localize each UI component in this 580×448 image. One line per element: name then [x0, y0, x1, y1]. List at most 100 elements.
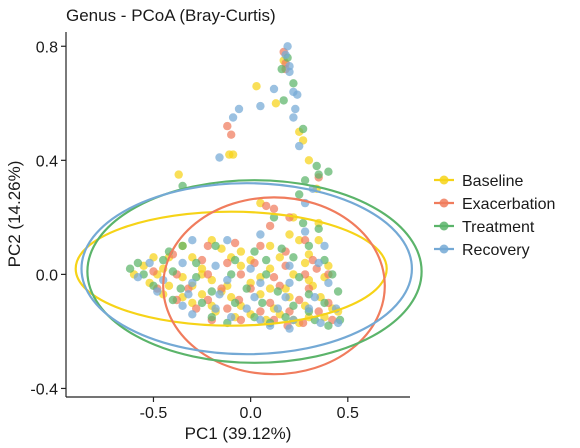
data-point [223, 236, 232, 245]
legend-item-treatment: Treatment [434, 219, 535, 236]
x-tick-label: -0.5 [140, 405, 168, 422]
data-point [203, 241, 213, 251]
x-tick-label: 0.0 [240, 405, 262, 422]
data-point [304, 156, 314, 165]
data-point [269, 273, 279, 282]
data-point [168, 295, 178, 305]
data-point [281, 50, 290, 59]
data-point [215, 153, 224, 162]
data-point [256, 101, 265, 111]
data-point [262, 255, 271, 265]
x-tick-label: 0.5 [337, 405, 359, 422]
data-point [188, 278, 197, 288]
data-point [312, 161, 321, 171]
data-point [236, 261, 246, 270]
data-point [314, 170, 323, 179]
data-point [236, 247, 246, 256]
data-point [320, 241, 329, 251]
data-point [250, 293, 259, 302]
data-point [234, 104, 244, 114]
ellipse-recovery [80, 182, 413, 356]
data-point [215, 290, 224, 299]
data-point [242, 304, 251, 313]
data-point [269, 204, 279, 213]
data-point [328, 270, 337, 279]
data-point [256, 278, 265, 288]
data-point [192, 258, 201, 268]
ellipse-treatment [86, 179, 423, 364]
data-point [285, 278, 294, 288]
y-tick-label: 0.0 [36, 267, 58, 284]
data-point [285, 324, 294, 333]
data-point [184, 290, 193, 299]
data-point [285, 261, 294, 270]
data-point [250, 247, 259, 256]
data-point [269, 213, 279, 222]
data-point [300, 258, 310, 268]
data-point [246, 264, 255, 273]
data-point [176, 284, 185, 293]
data-point [304, 241, 314, 251]
y-tick-label: 0.8 [36, 39, 58, 56]
legend-label: Treatment [462, 219, 535, 236]
data-point [269, 84, 279, 94]
data-point [159, 255, 168, 265]
data-point [324, 278, 333, 288]
data-point [227, 313, 236, 322]
legend-label: Recovery [462, 242, 530, 259]
data-point [295, 141, 304, 151]
data-point [223, 275, 232, 285]
data-point [149, 267, 158, 276]
data-point [277, 244, 286, 253]
data-point [236, 270, 246, 279]
data-point [228, 113, 238, 122]
data-point [281, 293, 290, 302]
points-layer [125, 42, 345, 333]
data-point [262, 270, 271, 279]
data-point [228, 150, 238, 159]
legend-key-dot [439, 221, 449, 231]
legend-item-recovery: Recovery [434, 242, 530, 259]
data-point [242, 284, 251, 293]
data-point [145, 258, 154, 268]
data-point [262, 201, 271, 211]
data-point [207, 313, 216, 322]
data-point [314, 236, 323, 245]
data-point [298, 124, 308, 134]
data-point [174, 170, 183, 179]
data-point [295, 273, 304, 282]
data-point [207, 287, 216, 296]
data-point [333, 318, 343, 328]
data-point [211, 261, 220, 270]
data-point [314, 224, 323, 233]
data-point [320, 298, 329, 308]
data-point [289, 79, 298, 88]
data-point [285, 67, 294, 77]
data-point [273, 287, 282, 296]
legend-key-dot [439, 198, 449, 208]
legend-key-dot [439, 175, 449, 185]
data-point [230, 238, 240, 248]
legend: Baseline Exacerbation Treatment Recovery [434, 173, 555, 259]
legend-item-baseline: Baseline [434, 173, 523, 190]
data-point [300, 176, 310, 185]
series-recovery [133, 42, 343, 333]
data-point [223, 121, 232, 131]
data-point [236, 315, 246, 325]
data-point [324, 321, 333, 330]
data-point [265, 241, 275, 251]
data-point [265, 284, 275, 293]
data-point [227, 130, 236, 139]
data-point [178, 301, 187, 310]
data-point [275, 253, 284, 262]
data-point [153, 287, 162, 296]
data-point [178, 258, 187, 268]
legend-label: Baseline [462, 173, 523, 190]
legend-item-exacerbation: Exacerbation [434, 196, 555, 213]
data-point [223, 258, 232, 268]
data-point [178, 241, 187, 251]
data-point [273, 304, 282, 313]
data-point [223, 304, 232, 313]
y-tick-label: -0.4 [30, 381, 58, 398]
data-point [230, 298, 240, 308]
